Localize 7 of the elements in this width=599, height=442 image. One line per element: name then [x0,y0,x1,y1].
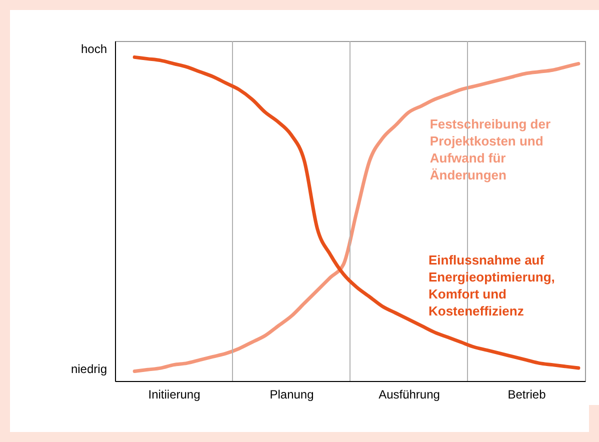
x-tick-label: Planung [270,388,314,402]
text: hoch [80,42,107,56]
series-label: Einflussnahme auf Energieoptimierung, Komfort und Kosteneffizienz [428,252,555,319]
x-tick-label: Betrieb [508,388,546,402]
text: niedrig [70,362,107,376]
x-tick-label: Initiierung [148,388,200,402]
x-tick-label: Ausführung [378,388,440,402]
